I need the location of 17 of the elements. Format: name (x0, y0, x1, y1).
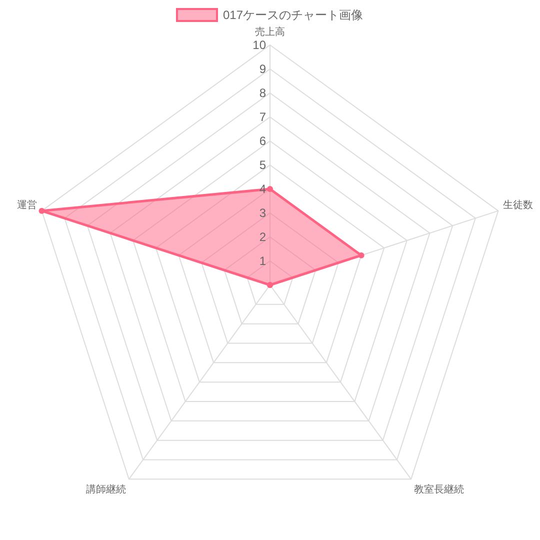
legend-label: 017ケースのチャート画像 (222, 8, 364, 22)
legend: 017ケースのチャート画像 (176, 8, 364, 22)
tick-label: 1 (259, 254, 266, 268)
tick-label: 7 (259, 110, 266, 124)
tick-label: 6 (259, 134, 266, 148)
category-label: 講師継続 (86, 484, 126, 496)
tick-label: 9 (259, 62, 266, 76)
tick-label: 5 (259, 158, 266, 172)
tick-label: 4 (259, 182, 266, 196)
category-label: 教室長継続 (414, 484, 464, 496)
tick-label: 8 (259, 86, 266, 100)
category-label: 生徒数 (503, 200, 533, 211)
tick-label: 10 (252, 38, 266, 52)
tick-label: 2 (259, 230, 266, 244)
category-label: 運営 (17, 200, 37, 211)
tick-label: 3 (259, 206, 266, 220)
category-label: 売上高 (255, 27, 285, 38)
